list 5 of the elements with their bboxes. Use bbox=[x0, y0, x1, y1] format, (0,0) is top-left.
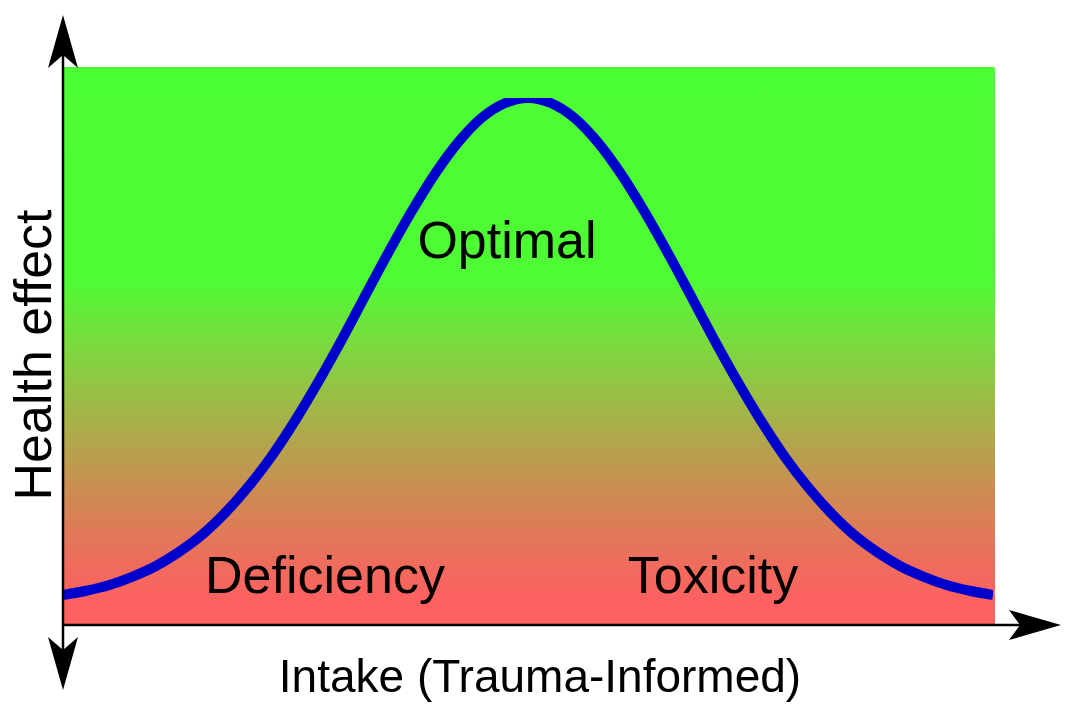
x-axis-title: Intake (Trauma-Informed) bbox=[278, 650, 802, 702]
annotation: Toxicity bbox=[627, 546, 799, 604]
y-axis-title: Health effect bbox=[4, 208, 62, 501]
annotation: Optimal bbox=[417, 211, 597, 269]
annotation: Deficiency bbox=[205, 546, 445, 604]
